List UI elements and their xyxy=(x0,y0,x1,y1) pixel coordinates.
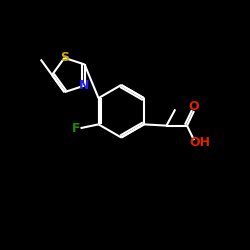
Text: S: S xyxy=(60,52,69,64)
Text: O: O xyxy=(189,100,199,112)
Text: F: F xyxy=(72,122,80,134)
Text: OH: OH xyxy=(189,136,210,149)
Text: N: N xyxy=(79,79,90,92)
